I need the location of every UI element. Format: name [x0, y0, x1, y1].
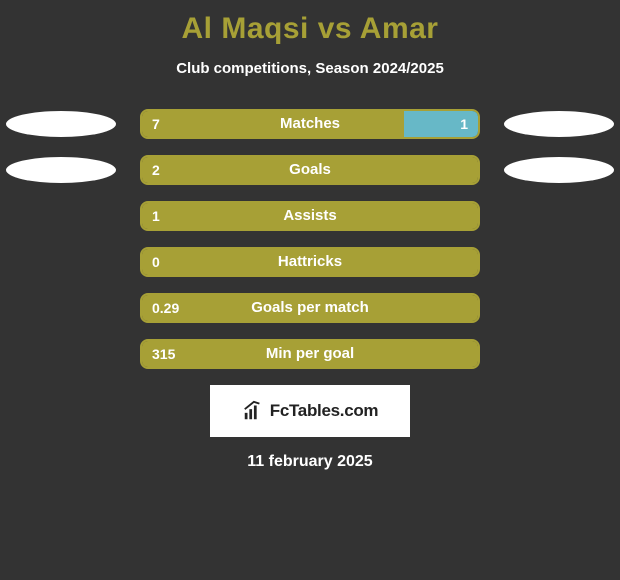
player-badge-right	[504, 157, 614, 183]
branding-text: FcTables.com	[270, 401, 379, 421]
stat-row: 71Matches	[0, 109, 620, 139]
branding-box: FcTables.com	[210, 385, 410, 437]
stat-bar-track: 1Assists	[140, 201, 480, 231]
stat-bar-track: 315Min per goal	[140, 339, 480, 369]
stat-label: Hattricks	[142, 249, 478, 275]
stat-label: Assists	[142, 203, 478, 229]
fctables-logo-icon	[242, 400, 264, 422]
stat-label: Goals	[142, 157, 478, 183]
stat-bar-track: 0Hattricks	[140, 247, 480, 277]
player-badge-right	[504, 111, 614, 137]
stat-bar-track: 71Matches	[140, 109, 480, 139]
player-badge-left	[6, 111, 116, 137]
stat-label: Goals per match	[142, 295, 478, 321]
footer-date: 11 february 2025	[0, 453, 620, 471]
stat-row: 0.29Goals per match	[0, 293, 620, 323]
stat-bar-track: 2Goals	[140, 155, 480, 185]
stat-row: 2Goals	[0, 155, 620, 185]
stat-bar-track: 0.29Goals per match	[140, 293, 480, 323]
stat-row: 1Assists	[0, 201, 620, 231]
stat-row: 0Hattricks	[0, 247, 620, 277]
stat-label: Matches	[142, 111, 478, 137]
stat-row: 315Min per goal	[0, 339, 620, 369]
page-subtitle: Club competitions, Season 2024/2025	[0, 60, 620, 77]
stats-container: 71Matches 2Goals 1Assists 0Hattricks 0.29Goa…	[0, 109, 620, 369]
page-title: Al Maqsi vs Amar	[0, 0, 620, 46]
stat-label: Min per goal	[142, 341, 478, 367]
player-badge-left	[6, 157, 116, 183]
